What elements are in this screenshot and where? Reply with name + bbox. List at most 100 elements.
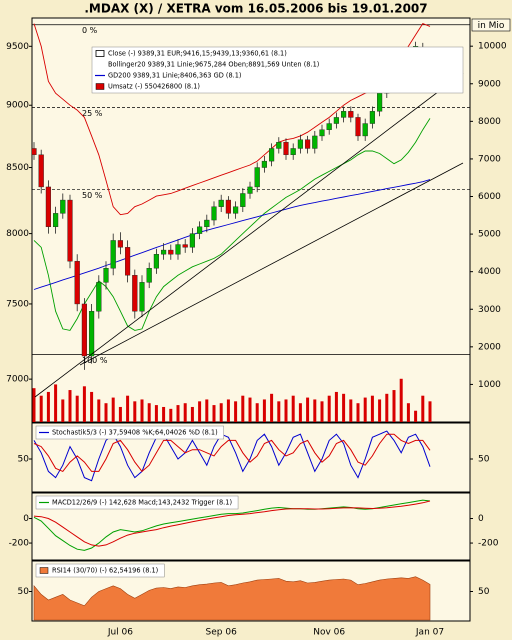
volume-bar — [32, 388, 36, 422]
trend-lines — [34, 72, 464, 398]
volume-bar — [414, 410, 418, 422]
volume-bar — [133, 401, 137, 422]
candle-body — [117, 240, 124, 248]
volume-bar — [90, 391, 94, 422]
volume-bar — [277, 401, 281, 422]
indicator-line — [33, 433, 431, 473]
legend-label: RSI14 (30/70) (-) 62,54196 (8.1) — [52, 567, 158, 575]
legend: RSI14 (30/70) (-) 62,54196 (8.1) — [35, 563, 165, 578]
volume-bar — [82, 386, 86, 422]
volume-bar — [342, 393, 346, 422]
volume-bar — [104, 403, 108, 422]
candle-body — [81, 303, 88, 357]
fib-label: 25 % — [82, 109, 103, 118]
y2-tick-label: 5000 — [478, 230, 501, 240]
y2-tick-label: 1000 — [478, 380, 501, 390]
volume-bar — [291, 395, 295, 422]
volume-bar — [111, 397, 115, 422]
legend-label: Umsatz (-) 550426800 (8.1) — [108, 83, 200, 91]
volume-bar — [270, 393, 274, 422]
candle-body — [146, 268, 152, 283]
y-tick-label-right: 50 — [478, 455, 490, 465]
volume-bar — [262, 399, 266, 422]
x-tick-label: Jan 07 — [415, 628, 444, 638]
y2-tick-label: 2000 — [478, 342, 501, 352]
legend-label: GD200 9389,31 Linie;8406,363 GD (8.1) — [108, 72, 242, 80]
legend: MACD12/26/9 (-) 142,628 Macd;143,2432 Tr… — [35, 495, 239, 510]
candle-body — [168, 249, 174, 255]
overlay-line — [33, 179, 431, 290]
candle-body — [96, 282, 102, 312]
y-tick-label: 8000 — [6, 229, 29, 239]
volume-bar — [406, 403, 410, 422]
candle-body — [290, 148, 296, 155]
candle-body — [204, 219, 210, 228]
legend-box — [35, 425, 224, 440]
y-tick-label: 9500 — [6, 42, 29, 52]
y-tick-label: 7500 — [6, 299, 29, 309]
y2-tick-label: 8000 — [478, 117, 501, 127]
indicator-line — [33, 430, 431, 482]
candle-body — [254, 167, 260, 188]
volume-bar — [378, 399, 382, 422]
candle-body — [283, 141, 289, 155]
volume-bar — [140, 399, 144, 422]
legend-icon — [95, 83, 105, 90]
candle-body — [247, 186, 253, 194]
legend: Close (-) 9389,31 EUR;9416,15;9439,13;93… — [91, 46, 464, 94]
volume-bar — [392, 390, 396, 422]
candle-body — [341, 111, 347, 118]
candle-body — [218, 199, 224, 207]
legend: Stochastik5/3 (-) 37,59408 %K;64,04026 %… — [35, 425, 224, 440]
y-tick-label: 50 — [18, 587, 30, 597]
candle-body — [88, 311, 95, 357]
volume-bar — [183, 403, 187, 422]
candle-body — [348, 111, 354, 118]
x-tick-label: Jul 06 — [107, 628, 133, 638]
volume-bar — [428, 401, 432, 422]
y2-tick-label: 9000 — [478, 79, 501, 89]
volume-bar — [356, 403, 360, 422]
y-tick-label: 50 — [18, 455, 30, 465]
volume-bar — [284, 399, 288, 422]
candle-body — [196, 226, 203, 234]
legend-icon — [39, 567, 49, 574]
indicator-line — [33, 499, 431, 551]
candle-body — [160, 249, 167, 255]
y-tick-label-right: -200 — [478, 539, 499, 549]
volume-bar — [162, 406, 166, 422]
y-tick-label: 9000 — [6, 101, 29, 111]
volume-bar — [234, 401, 238, 422]
volume-bar — [363, 397, 367, 422]
candle-body — [189, 233, 196, 248]
indicator-line — [33, 500, 431, 547]
volume-bar — [385, 393, 389, 422]
fib-label: 0 % — [82, 26, 98, 35]
volume-bar — [61, 399, 65, 422]
chart-title: .MDAX (X) / XETRA vom 16.05.2006 bis 19.… — [84, 2, 427, 16]
y2-tick-label: 4000 — [478, 267, 501, 277]
y2-label: in Mio — [478, 21, 505, 31]
candle-body — [153, 254, 160, 269]
candle-body — [53, 213, 59, 228]
volume-bar — [198, 401, 202, 422]
candle-body — [269, 148, 275, 162]
volume-bar — [212, 405, 216, 422]
legend-label: Stochastik5/3 (-) 37,59408 %K;64,04026 %… — [52, 429, 218, 437]
candle-body — [276, 141, 282, 149]
candle-body — [38, 154, 44, 188]
volume-bar — [154, 405, 158, 422]
volume-bar — [39, 395, 43, 422]
candle-body — [103, 268, 109, 283]
candle-body — [132, 275, 138, 312]
candle-body — [60, 199, 66, 214]
volume-bar — [54, 384, 58, 422]
y2-label-box — [471, 18, 511, 32]
volume-bar — [46, 391, 50, 422]
volume-bar — [226, 399, 230, 422]
y-tick-label: -200 — [9, 539, 30, 549]
candle-body — [312, 135, 318, 149]
candle-body — [319, 129, 325, 137]
candle-body — [362, 123, 368, 137]
